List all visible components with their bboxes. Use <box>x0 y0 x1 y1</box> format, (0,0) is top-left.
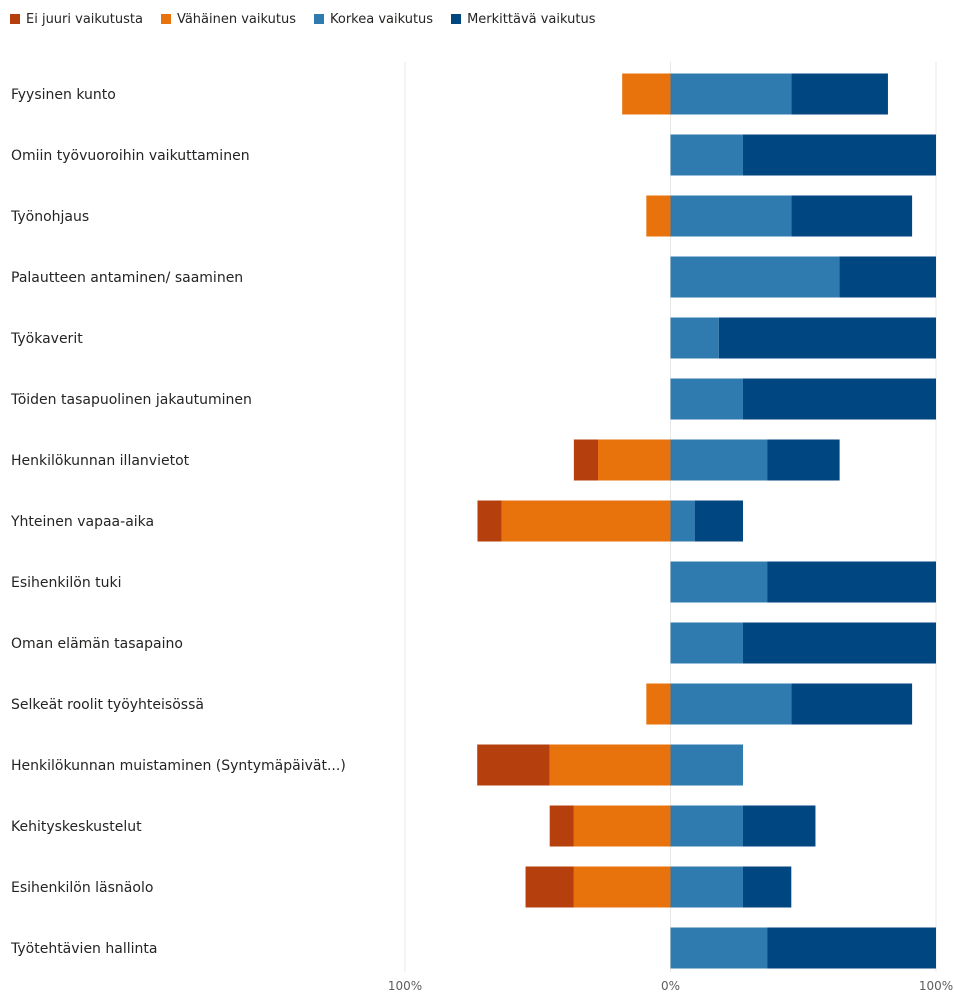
bar-segment <box>646 683 671 725</box>
category-label: Omiin työvuoroihin vaikuttaminen <box>11 148 250 164</box>
legend-label: Korkea vaikutus <box>329 11 434 27</box>
bar-segment <box>742 622 936 664</box>
category-label: Yhteinen vapaa-aika <box>10 514 154 530</box>
bar-segment <box>694 500 743 542</box>
legend-swatch <box>160 14 171 24</box>
bar-segment <box>646 195 671 237</box>
category-label: Työtehtävien hallinta <box>10 941 157 957</box>
bar-segment <box>742 866 792 908</box>
bar-segment <box>501 500 671 542</box>
bar-segment <box>670 256 840 298</box>
bar-segment <box>670 317 719 359</box>
legend-label: Vähäinen vaikutus <box>176 11 296 27</box>
bar-segment <box>549 744 671 786</box>
bar-segment <box>670 73 792 115</box>
category-label: Kehityskeskustelut <box>11 819 142 835</box>
legend-swatch <box>451 14 462 24</box>
bar-segment <box>670 805 743 847</box>
legend-label: Merkittävä vaikutus <box>467 11 596 27</box>
bar-segment <box>573 439 599 481</box>
bar-segment <box>767 439 840 481</box>
bar-segment <box>718 317 936 359</box>
bar-segment <box>767 561 936 603</box>
bar-segment <box>670 927 768 969</box>
bar-segment <box>670 683 792 725</box>
bar-segment <box>839 256 936 298</box>
bar-segment <box>742 378 936 420</box>
bar-segment <box>670 866 743 908</box>
bar-segment <box>573 866 671 908</box>
category-label: Henkilökunnan muistaminen (Syntymäpäivät… <box>11 758 346 774</box>
bar-segment <box>622 73 671 115</box>
bar-segment <box>573 805 671 847</box>
chart-legend: Ei juuri vaikutusta Vähäinen vaikutus Kork… <box>10 9 613 29</box>
x-tick-label: 0% <box>661 979 680 993</box>
bar-segment <box>670 622 743 664</box>
category-label: Töiden tasapuolinen jakautuminen <box>10 392 252 408</box>
x-tick-label: 100% <box>388 979 422 993</box>
category-label: Palautteen antaminen/ saaminen <box>11 270 243 286</box>
category-label: Esihenkilön läsnäolo <box>11 880 153 896</box>
bar-segment <box>670 744 743 786</box>
legend-item[interactable]: Korkea vaikutus <box>313 11 434 27</box>
category-label: Oman elämän tasapaino <box>11 636 183 652</box>
bar-segment <box>791 195 913 237</box>
legend-item[interactable]: Vähäinen vaikutus <box>160 11 296 27</box>
category-label: Esihenkilön tuki <box>11 575 122 591</box>
bar-segment <box>670 500 695 542</box>
legend-label: Ei juuri vaikutusta <box>26 11 143 27</box>
bar-segment <box>742 805 816 847</box>
bar-segment <box>670 134 743 176</box>
bar-segment <box>598 439 671 481</box>
bar-segment <box>477 500 502 542</box>
bar-segment <box>791 73 888 115</box>
bar-segment <box>477 744 550 786</box>
bar-segment <box>525 866 574 908</box>
category-label: Työkaverit <box>10 331 83 347</box>
bar-segment <box>670 561 768 603</box>
bar-segment <box>670 439 768 481</box>
legend-swatch <box>10 14 20 24</box>
bar-segment <box>791 683 913 725</box>
bar-segment <box>670 195 792 237</box>
x-tick-label: 100% <box>919 979 953 993</box>
legend-item[interactable]: Ei juuri vaikutusta <box>10 12 143 27</box>
category-label: Työnohjaus <box>10 209 89 225</box>
bar-segment <box>670 378 743 420</box>
legend-swatch <box>313 14 324 24</box>
category-label: Henkilökunnan illanvietot <box>11 453 190 469</box>
legend-item[interactable]: Merkittävä vaikutus <box>451 12 595 27</box>
category-label: Fyysinen kunto <box>11 87 116 103</box>
bar-segment <box>767 927 936 969</box>
bar-segment <box>549 805 574 847</box>
category-label: Selkeät roolit työyhteisössä <box>11 697 204 713</box>
bar-segment <box>742 134 936 176</box>
